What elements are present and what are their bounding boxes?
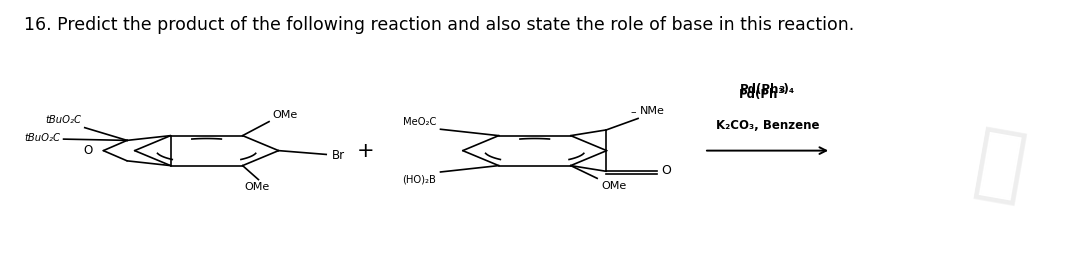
Text: Pd(Ph₃)₄: Pd(Ph₃)₄ <box>740 83 795 96</box>
Text: K₂CO₃, Benzene: K₂CO₃, Benzene <box>716 119 820 132</box>
Text: OMe: OMe <box>602 181 626 191</box>
Text: –: – <box>631 107 636 117</box>
Text: O: O <box>83 144 93 157</box>
Text: (HO)₂B: (HO)₂B <box>403 174 436 185</box>
Text: OMe: OMe <box>272 110 297 120</box>
Text: OMe: OMe <box>245 182 270 192</box>
Text: +: + <box>356 141 374 161</box>
Text: MeO₂C: MeO₂C <box>403 117 436 127</box>
Text: Pd(Ph: Pd(Ph <box>739 88 779 101</box>
Text: 3: 3 <box>779 85 784 95</box>
Text: 答: 答 <box>969 122 1032 210</box>
Text: 16. Predict the product of the following reaction and also state the role of bas: 16. Predict the product of the following… <box>24 16 854 34</box>
Text: tBuO₂C: tBuO₂C <box>25 133 60 143</box>
Text: O: O <box>661 164 671 177</box>
Text: tBuO₂C: tBuO₂C <box>45 115 82 125</box>
Text: Br: Br <box>332 149 345 162</box>
Text: NMe: NMe <box>640 106 665 116</box>
